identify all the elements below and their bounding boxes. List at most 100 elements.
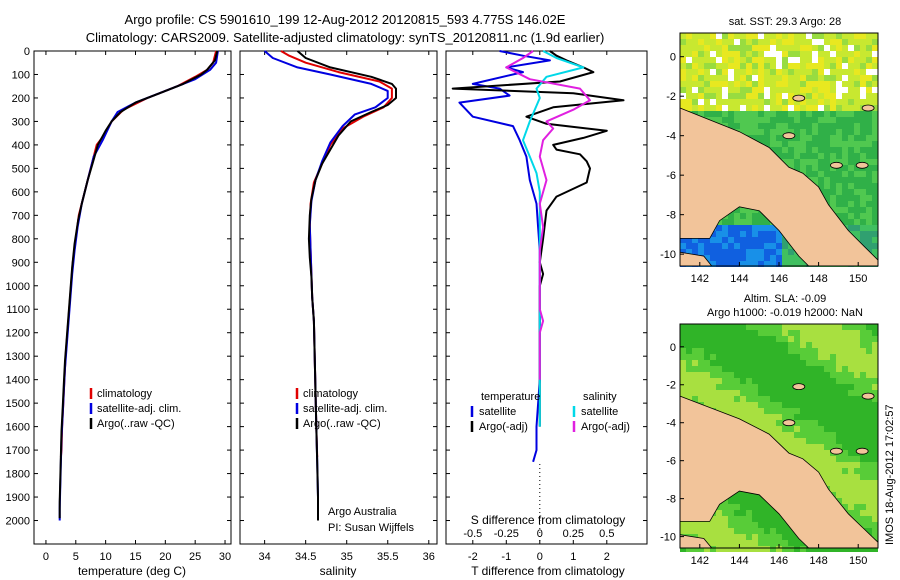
ocean-cell [836, 57, 842, 63]
ocean-cell [788, 87, 794, 93]
ocean-cell [752, 105, 758, 111]
ocean-cell [782, 528, 788, 534]
ocean-cell [848, 99, 854, 105]
ocean-cell [692, 360, 698, 366]
ocean-cell [776, 99, 782, 105]
ocean-cell [758, 75, 764, 81]
ocean-cell [680, 51, 686, 57]
ocean-cell [848, 444, 854, 450]
ocean-cell [752, 492, 758, 498]
ocean-cell [830, 480, 836, 486]
ocean-cell [710, 336, 716, 342]
x-tick-label: 0 [537, 551, 543, 563]
ocean-cell [842, 432, 848, 438]
ocean-cell [830, 360, 836, 366]
ocean-cell [764, 534, 770, 540]
ocean-cell [782, 336, 788, 342]
ocean-cell [686, 360, 692, 366]
ocean-cell [764, 342, 770, 348]
ocean-cell [854, 159, 860, 165]
ocean-cell [752, 420, 758, 426]
ocean-cell [776, 45, 782, 51]
ocean-cell [782, 540, 788, 546]
ocean-cell [836, 384, 842, 390]
ocean-cell [734, 207, 740, 213]
ocean-cell [854, 486, 860, 492]
ocean-cell [848, 39, 854, 45]
ocean-cell [806, 111, 812, 117]
ocean-cell [824, 348, 830, 354]
ocean-cell [830, 336, 836, 342]
ocean-cell [854, 219, 860, 225]
ocean-cell [746, 111, 752, 117]
x-tick-label: 36 [423, 551, 435, 563]
ocean-cell [866, 378, 872, 384]
ocean-cell [704, 99, 710, 105]
x-tick-label: 30 [219, 551, 231, 563]
ocean-cell [746, 117, 752, 123]
ocean-cell [818, 366, 824, 372]
ocean-cell [854, 414, 860, 420]
ocean-cell [722, 504, 728, 510]
ocean-cell [722, 93, 728, 99]
ocean-cell [824, 366, 830, 372]
ocean-cell [794, 342, 800, 348]
ocean-cell [806, 450, 812, 456]
ocean-cell [836, 111, 842, 117]
ocean-cell [692, 33, 698, 39]
ocean-cell [740, 75, 746, 81]
ocean-cell [758, 420, 764, 426]
ocean-cell [722, 516, 728, 522]
ocean-cell [758, 213, 764, 219]
island [830, 161, 843, 169]
ocean-cell [752, 57, 758, 63]
ocean-cell [830, 57, 836, 63]
ocean-cell [728, 348, 734, 354]
ocean-cell [842, 177, 848, 183]
ocean-cell [746, 366, 752, 372]
ocean-cell [710, 348, 716, 354]
ocean-cell [872, 402, 878, 408]
ocean-cell [746, 522, 752, 528]
ocean-cell [782, 147, 788, 153]
ocean-cell [860, 141, 866, 147]
ocean-cell [782, 354, 788, 360]
ocean-cell [794, 129, 800, 135]
ocean-cell [746, 57, 752, 63]
ocean-cell [866, 402, 872, 408]
ocean-cell [728, 75, 734, 81]
ocean-cell [770, 33, 776, 39]
ocean-cell [722, 354, 728, 360]
ocean-cell [740, 348, 746, 354]
ocean-cell [866, 492, 872, 498]
ocean-cell [836, 480, 842, 486]
map-y-tick-label: -6 [666, 170, 676, 182]
ocean-cell [836, 414, 842, 420]
ocean-cell [710, 372, 716, 378]
ocean-cell [758, 231, 764, 237]
ocean-cell [872, 372, 878, 378]
ocean-cell [794, 51, 800, 57]
ocean-cell [866, 480, 872, 486]
ocean-cell [776, 396, 782, 402]
ocean-cell [818, 147, 824, 153]
ocean-cell [866, 177, 872, 183]
ocean-cell [746, 396, 752, 402]
ocean-cell [740, 504, 746, 510]
ocean-cell [746, 93, 752, 99]
ocean-cell [698, 390, 704, 396]
ocean-cell [710, 93, 716, 99]
ocean-cell [854, 474, 860, 480]
map-x-tick-label: 148 [809, 555, 827, 567]
ocean-cell [842, 51, 848, 57]
ocean-cell [812, 456, 818, 462]
ocean-cell [872, 213, 878, 219]
ocean-cell [872, 432, 878, 438]
ocean-cell [794, 33, 800, 39]
ocean-cell [788, 75, 794, 81]
ocean-cell [806, 171, 812, 177]
ocean-cell [836, 330, 842, 336]
ocean-cell [860, 390, 866, 396]
ocean-cell [722, 378, 728, 384]
ocean-cell [812, 171, 818, 177]
